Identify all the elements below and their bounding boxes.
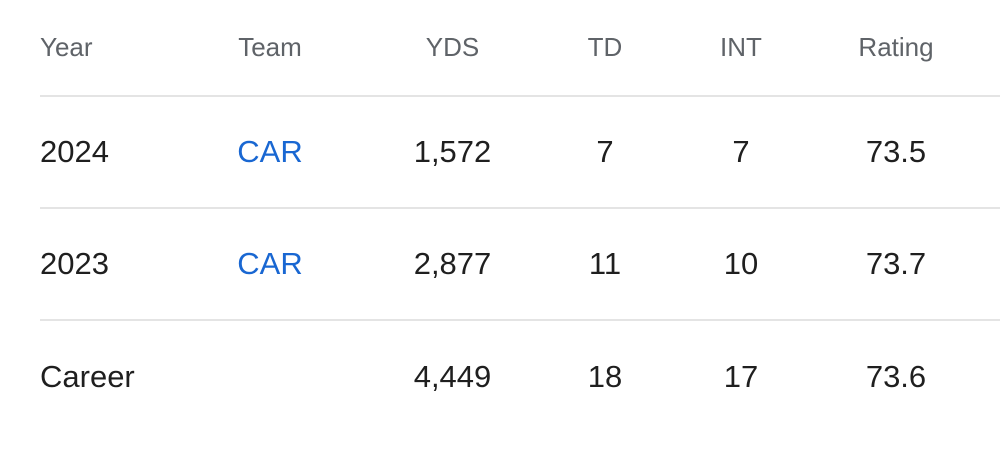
- rating-cell: 73.5: [865, 134, 927, 169]
- column-header-rating: Rating: [858, 32, 934, 62]
- table-row-2024: 2024 CAR 1,572 7 7 73.5: [40, 97, 1000, 209]
- int-cell: 17: [723, 359, 759, 394]
- table-row-2023: 2023 CAR 2,877 11 10 73.7: [40, 209, 1000, 321]
- column-header-int: INT: [720, 32, 762, 62]
- column-header-td: TD: [587, 32, 623, 62]
- column-header-yds: YDS: [425, 32, 480, 62]
- year-cell: Career: [40, 359, 135, 394]
- team-link[interactable]: CAR: [237, 134, 303, 169]
- table-row-career: Career 4,449 18 17 73.6: [40, 321, 1000, 433]
- year-cell: 2023: [40, 246, 109, 281]
- yds-cell: 4,449: [413, 359, 492, 394]
- td-cell: 7: [596, 134, 614, 169]
- rating-cell: 73.6: [865, 359, 927, 394]
- int-cell: 7: [732, 134, 750, 169]
- year-cell: 2024: [40, 134, 109, 169]
- rating-cell: 73.7: [865, 246, 927, 281]
- column-header-year: Year: [40, 32, 93, 62]
- td-cell: 18: [587, 359, 623, 394]
- yds-cell: 2,877: [413, 246, 492, 281]
- yds-cell: 1,572: [413, 134, 492, 169]
- td-cell: 11: [588, 246, 622, 281]
- int-cell: 10: [723, 246, 759, 281]
- table-header-row: Year Team YDS TD INT Rating: [40, 0, 1000, 97]
- column-header-team: Team: [238, 32, 302, 62]
- team-link[interactable]: CAR: [237, 246, 303, 281]
